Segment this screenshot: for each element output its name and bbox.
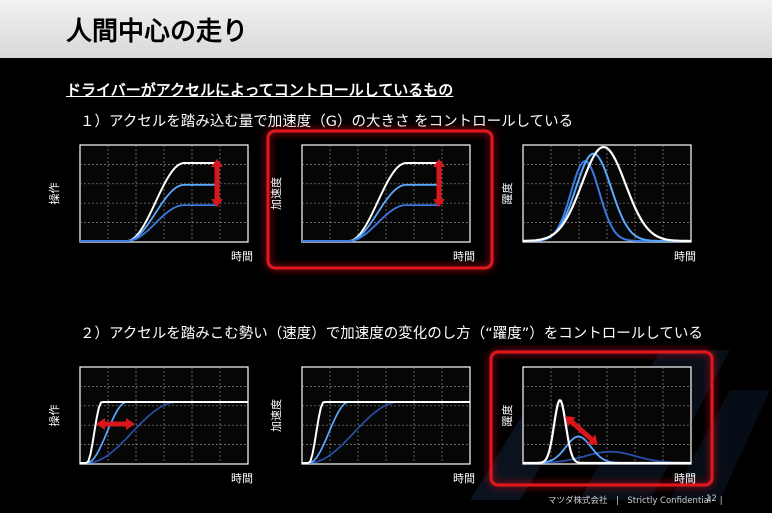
x-axis-label: 時間 <box>453 250 475 263</box>
series-line <box>80 401 248 464</box>
section-2-text: ２）アクセルを踏みこむ勢い（速度）で加速度の変化のし方（“躍度”）をコントロール… <box>80 326 703 342</box>
title-bar: 人間中心の走り <box>0 0 772 58</box>
arrow-head-up <box>211 159 223 167</box>
y-axis-label: 操作 <box>47 405 61 427</box>
section-heading: ドライバーがアクセルによってコントロールしているもの <box>66 81 454 99</box>
series-line <box>302 401 470 464</box>
highlight-frame <box>266 129 494 270</box>
y-axis-label: 加速度 <box>269 399 283 432</box>
arrow-head <box>565 416 576 427</box>
footer-text: マツダ株式会社 | Strictly Confidential | <box>548 496 723 506</box>
y-axis-label: 躍度 <box>500 183 514 205</box>
arrow-head <box>587 434 598 445</box>
x-axis-label: 時間 <box>674 472 696 485</box>
x-axis-label: 時間 <box>453 472 475 485</box>
series-line <box>523 399 691 465</box>
x-axis-label: 時間 <box>231 250 253 263</box>
y-axis-label: 操作 <box>47 183 61 205</box>
highlight-frame <box>489 350 714 487</box>
x-axis-label: 時間 <box>674 250 696 263</box>
arrow-head-up <box>433 159 445 167</box>
arrow-head <box>126 418 135 430</box>
y-axis-label: 躍度 <box>500 405 514 427</box>
arrow-head <box>96 418 105 430</box>
series-line <box>523 146 691 243</box>
series-line <box>80 204 218 242</box>
arrow-head-down <box>433 199 445 208</box>
section-1-text: １）アクセルを踏み込む量で加速度（G）の大きさ をコントロールしている <box>80 114 574 130</box>
series-line <box>523 450 691 464</box>
x-axis-label: 時間 <box>231 472 253 485</box>
series-line <box>302 204 440 242</box>
arrow-head-down <box>211 199 223 208</box>
double-arrow-shaft <box>568 418 595 443</box>
y-axis-label: 加速度 <box>269 177 283 210</box>
page-title: 人間中心の走り <box>66 17 249 47</box>
page-number: 12 <box>706 494 717 504</box>
